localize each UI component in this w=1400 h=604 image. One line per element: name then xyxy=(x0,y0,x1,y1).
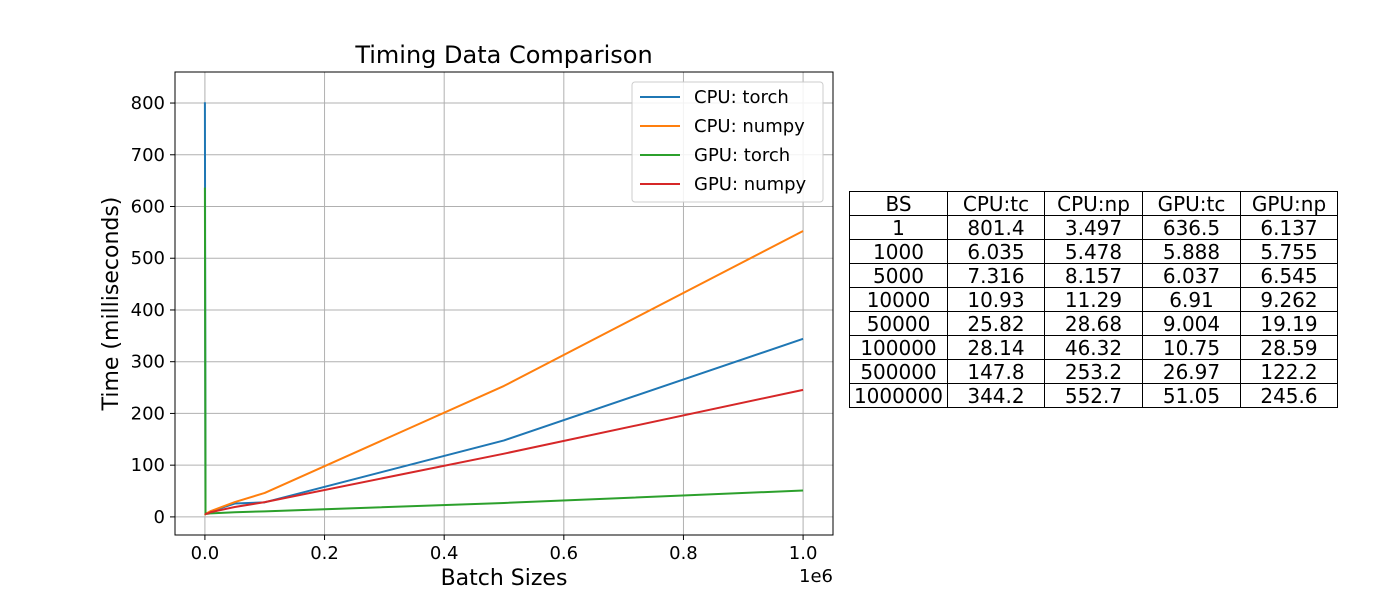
table-cell: 28.59 xyxy=(1240,335,1338,360)
table-cell: 19.19 xyxy=(1240,311,1338,336)
table-cell: 10000 xyxy=(849,287,948,312)
x-axis-title: Batch Sizes xyxy=(441,566,568,591)
table-cell: 5000 xyxy=(849,263,948,288)
y-tick-label: 600 xyxy=(131,197,165,218)
table-header-cell: CPU:tc xyxy=(947,191,1045,216)
table-cell: 122.2 xyxy=(1240,359,1338,384)
series-line-2 xyxy=(204,230,804,516)
y-tick-label: 100 xyxy=(131,455,165,476)
x-tick-label: 0.0 xyxy=(191,543,220,564)
table-cell: 8.157 xyxy=(1044,263,1143,288)
table-cell: 6.545 xyxy=(1240,263,1338,288)
table-cell: 10.75 xyxy=(1142,335,1241,360)
table-cell: 11.29 xyxy=(1044,287,1143,312)
table-cell: 28.68 xyxy=(1044,311,1143,336)
table-cell: 5.755 xyxy=(1240,239,1338,264)
legend-label: CPU: numpy xyxy=(694,116,805,137)
chart-title: Timing Data Comparison xyxy=(354,41,652,69)
table-row: 500000 147.8 253.2 26.97 122.2 xyxy=(849,359,1338,384)
series-line-4 xyxy=(204,388,804,515)
timing-data-table: BS CPU:tc CPU:np GPU:tc GPU:np 1 801.4 3.497 636… xyxy=(849,191,1338,408)
table-cell: 100000 xyxy=(849,335,948,360)
table-cell: 6.035 xyxy=(947,239,1045,264)
x-tick-label: 0.8 xyxy=(669,543,698,564)
table-cell: 9.262 xyxy=(1240,287,1338,312)
table-cell: 6.137 xyxy=(1240,215,1338,240)
legend-label: GPU: torch xyxy=(694,145,790,166)
table-row: 5000 7.316 8.157 6.037 6.545 xyxy=(849,263,1338,288)
y-tick-label: 0 xyxy=(154,507,165,528)
table-cell: 50000 xyxy=(849,311,948,336)
table-header-cell: CPU:np xyxy=(1044,191,1143,216)
table-cell: 46.32 xyxy=(1044,335,1143,360)
table-row: 1000000 344.2 552.7 51.05 245.6 xyxy=(849,383,1338,408)
table-cell: 10.93 xyxy=(947,287,1045,312)
table-header-row: BS CPU:tc CPU:np GPU:tc GPU:np xyxy=(849,191,1338,216)
table-row: 1000 6.035 5.478 5.888 5.755 xyxy=(849,239,1338,264)
x-tick-label: 0.4 xyxy=(430,543,459,564)
legend-label: CPU: torch xyxy=(694,87,789,108)
y-tick-label: 200 xyxy=(131,403,165,424)
table-cell: 636.5 xyxy=(1142,215,1241,240)
y-axis-title: Time (milliseconds) xyxy=(99,197,124,412)
table-cell: 801.4 xyxy=(947,215,1045,240)
x-axis-exponent-label: 1e6 xyxy=(799,566,833,587)
table-cell: 7.316 xyxy=(947,263,1045,288)
plot-frame xyxy=(174,71,834,536)
table-cell: 5.478 xyxy=(1044,239,1143,264)
table-cell: 552.7 xyxy=(1044,383,1143,408)
table-cell: 51.05 xyxy=(1142,383,1241,408)
table-cell: 147.8 xyxy=(947,359,1045,384)
table-cell: 6.037 xyxy=(1142,263,1241,288)
y-tick-label: 800 xyxy=(131,93,165,114)
legend: CPU: torch CPU: numpy GPU: torch GPU: numpy xyxy=(631,81,824,203)
table-cell: 1000 xyxy=(849,239,948,264)
table-cell: 344.2 xyxy=(947,383,1045,408)
table-row: 10000 10.93 11.29 6.91 9.262 xyxy=(849,287,1338,312)
y-tick-label: 300 xyxy=(131,352,165,373)
tick-layer: 0.0 0.2 0.4 0.6 0.8 1.0 0 100 200 300 400 500 600 700… xyxy=(131,93,818,564)
legend-label: GPU: numpy xyxy=(694,174,807,195)
table-cell: 500000 xyxy=(849,359,948,384)
table-row: 50000 25.82 28.68 9.004 19.19 xyxy=(849,311,1338,336)
table-row: 1 801.4 3.497 636.5 6.137 xyxy=(849,215,1338,240)
x-tick-label: 0.6 xyxy=(549,543,578,564)
table-header-cell: BS xyxy=(849,191,948,216)
table-cell: 1000000 xyxy=(849,383,948,408)
table-body: BS CPU:tc CPU:np GPU:tc GPU:np 1 801.4 3.497 636… xyxy=(849,191,1338,408)
table-cell: 25.82 xyxy=(947,311,1045,336)
table-cell: 245.6 xyxy=(1240,383,1338,408)
table-cell: 5.888 xyxy=(1142,239,1241,264)
legend-box xyxy=(631,81,824,203)
table-cell: 1 xyxy=(849,215,948,240)
table-header-cell: GPU:np xyxy=(1240,191,1338,216)
y-tick-label: 500 xyxy=(131,248,165,269)
table-cell: 9.004 xyxy=(1142,311,1241,336)
y-tick-label: 400 xyxy=(131,300,165,321)
x-tick-label: 1.0 xyxy=(789,543,818,564)
table-cell: 28.14 xyxy=(947,335,1045,360)
series-layer xyxy=(203,102,804,516)
table-cell: 3.497 xyxy=(1044,215,1143,240)
y-tick-label: 700 xyxy=(131,145,165,166)
table-cell: 26.97 xyxy=(1142,359,1241,384)
table-cell: 253.2 xyxy=(1044,359,1143,384)
table-header-cell: GPU:tc xyxy=(1142,191,1241,216)
table-cell: 6.91 xyxy=(1142,287,1241,312)
table-row: 100000 28.14 46.32 10.75 28.59 xyxy=(849,335,1338,360)
x-tick-label: 0.2 xyxy=(310,543,339,564)
